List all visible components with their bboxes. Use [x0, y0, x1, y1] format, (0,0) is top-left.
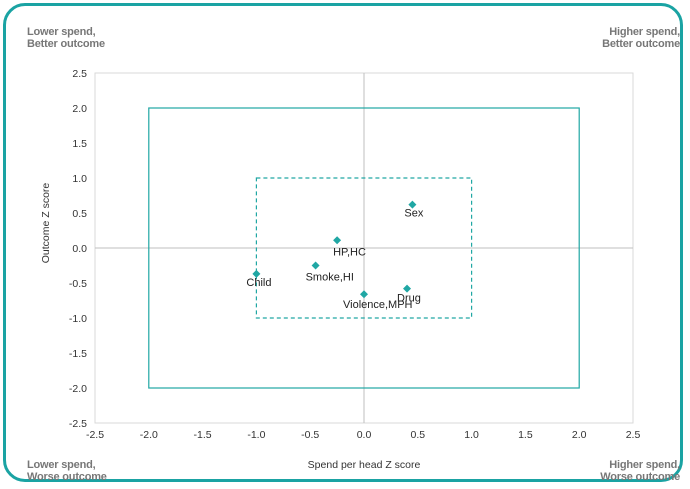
quadrant-label-top-right: Higher spend, Better outcome — [602, 26, 680, 50]
data-point-label: Drug — [397, 293, 421, 305]
data-point-marker — [403, 284, 412, 293]
x-axis-label: Spend per head Z score — [308, 459, 421, 471]
data-point-marker — [333, 236, 342, 245]
data-point-label: Child — [246, 277, 271, 289]
quadrant-label-bottom-right: Higher spend, Worse outcome — [600, 459, 680, 483]
y-tick-label: 0.0 — [72, 243, 87, 255]
data-point-marker — [408, 200, 417, 209]
x-tick-label: -1.0 — [247, 429, 265, 441]
quadrant-label-bottom-left: Lower spend, Worse outcome — [27, 459, 107, 483]
data-point-marker — [360, 290, 368, 299]
y-tick-label: -1.5 — [69, 348, 87, 360]
y-axis-label: Outcome Z score — [40, 183, 52, 264]
x-tick-label: 2.5 — [626, 429, 641, 441]
x-tick-label: 0.0 — [357, 429, 372, 441]
y-tick-label: -0.5 — [69, 278, 87, 290]
data-point-marker — [252, 269, 261, 278]
outer-solid-box — [148, 107, 580, 389]
x-tick-label: 1.5 — [518, 429, 533, 441]
chart-frame — [3, 3, 683, 482]
data-point-marker — [311, 261, 320, 270]
y-tick-label: 1.0 — [72, 173, 87, 185]
quadrant-label-top-left: Lower spend, Better outcome — [27, 26, 105, 50]
x-tick-label: -2.0 — [140, 429, 158, 441]
y-tick-label: 2.0 — [72, 103, 87, 115]
data-point-label: Smoke,HI — [306, 272, 354, 284]
y-tick-label: 2.5 — [72, 68, 87, 80]
x-tick-label: -0.5 — [301, 429, 319, 441]
x-tick-label: -2.5 — [86, 429, 104, 441]
y-tick-label: 0.5 — [72, 208, 87, 220]
data-point-label: HP,HC — [333, 246, 366, 258]
inner-dashed-box — [255, 177, 473, 319]
x-tick-label: -1.5 — [194, 429, 212, 441]
y-tick-label: -2.0 — [69, 383, 87, 395]
y-tick-label: 1.5 — [72, 138, 87, 150]
data-point-label: Sex — [404, 208, 423, 220]
y-tick-label: -1.0 — [69, 313, 87, 325]
x-tick-label: 2.0 — [572, 429, 587, 441]
x-tick-label: 1.0 — [464, 429, 479, 441]
data-point-label: Violence,MPH — [343, 299, 413, 311]
x-tick-label: 0.5 — [410, 429, 425, 441]
y-tick-label: -2.5 — [69, 418, 87, 430]
